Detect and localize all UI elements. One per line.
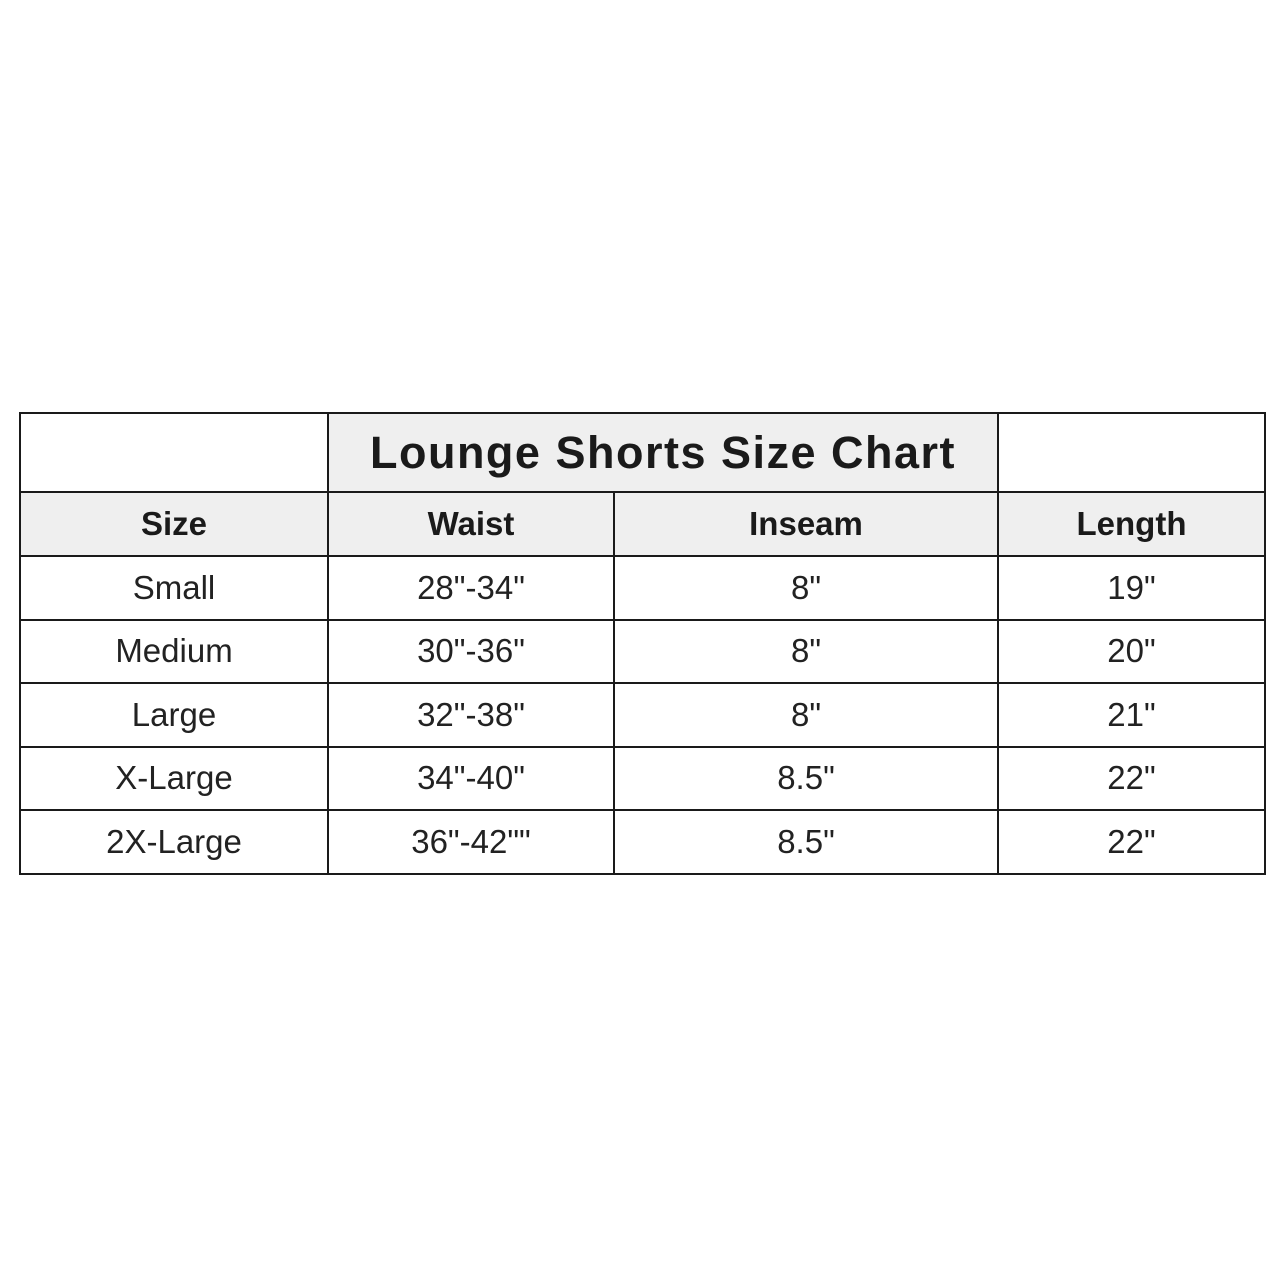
table-row: Large 32"-38" 8" 21" <box>19 682 1267 748</box>
cell-inseam: 8.5" <box>612 809 1000 875</box>
cell-waist: 28"-34" <box>327 555 615 621</box>
cell-size: Small <box>19 555 329 621</box>
table-row: X-Large 34"-40" 8.5" 22" <box>19 745 1267 811</box>
column-header-size: Size <box>19 491 329 557</box>
table-row: Small 28"-34" 8" 19" <box>19 555 1267 621</box>
cell-inseam: 8.5" <box>612 745 1000 811</box>
table-row: Medium 30"-36" 8" 20" <box>19 618 1267 684</box>
cell-length: 20" <box>997 618 1267 684</box>
cell-waist: 30"-36" <box>327 618 615 684</box>
chart-title: Lounge Shorts Size Chart <box>326 412 1000 493</box>
column-header-inseam: Inseam <box>612 491 1000 557</box>
column-header-length: Length <box>997 491 1267 557</box>
cell-inseam: 8" <box>612 618 1000 684</box>
cell-size: X-Large <box>19 745 329 811</box>
empty-cell <box>997 412 1267 493</box>
empty-cell <box>19 412 329 493</box>
cell-waist: 34"-40" <box>327 745 615 811</box>
column-header-waist: Waist <box>327 491 615 557</box>
table-row: 2X-Large 36"-42"" 8.5" 22" <box>19 809 1267 875</box>
header-row: Size Waist Inseam Length <box>19 491 1267 557</box>
cell-length: 22" <box>997 745 1267 811</box>
cell-size: Medium <box>19 618 329 684</box>
cell-waist: 32"-38" <box>327 682 615 748</box>
cell-size: 2X-Large <box>19 809 329 875</box>
cell-length: 22" <box>997 809 1267 875</box>
cell-size: Large <box>19 682 329 748</box>
cell-inseam: 8" <box>612 555 1000 621</box>
title-row: Lounge Shorts Size Chart <box>19 412 1267 493</box>
cell-inseam: 8" <box>612 682 1000 748</box>
cell-waist: 36"-42"" <box>327 809 615 875</box>
cell-length: 19" <box>997 555 1267 621</box>
cell-length: 21" <box>997 682 1267 748</box>
size-chart-table: Lounge Shorts Size Chart Size Waist Inse… <box>19 412 1267 875</box>
